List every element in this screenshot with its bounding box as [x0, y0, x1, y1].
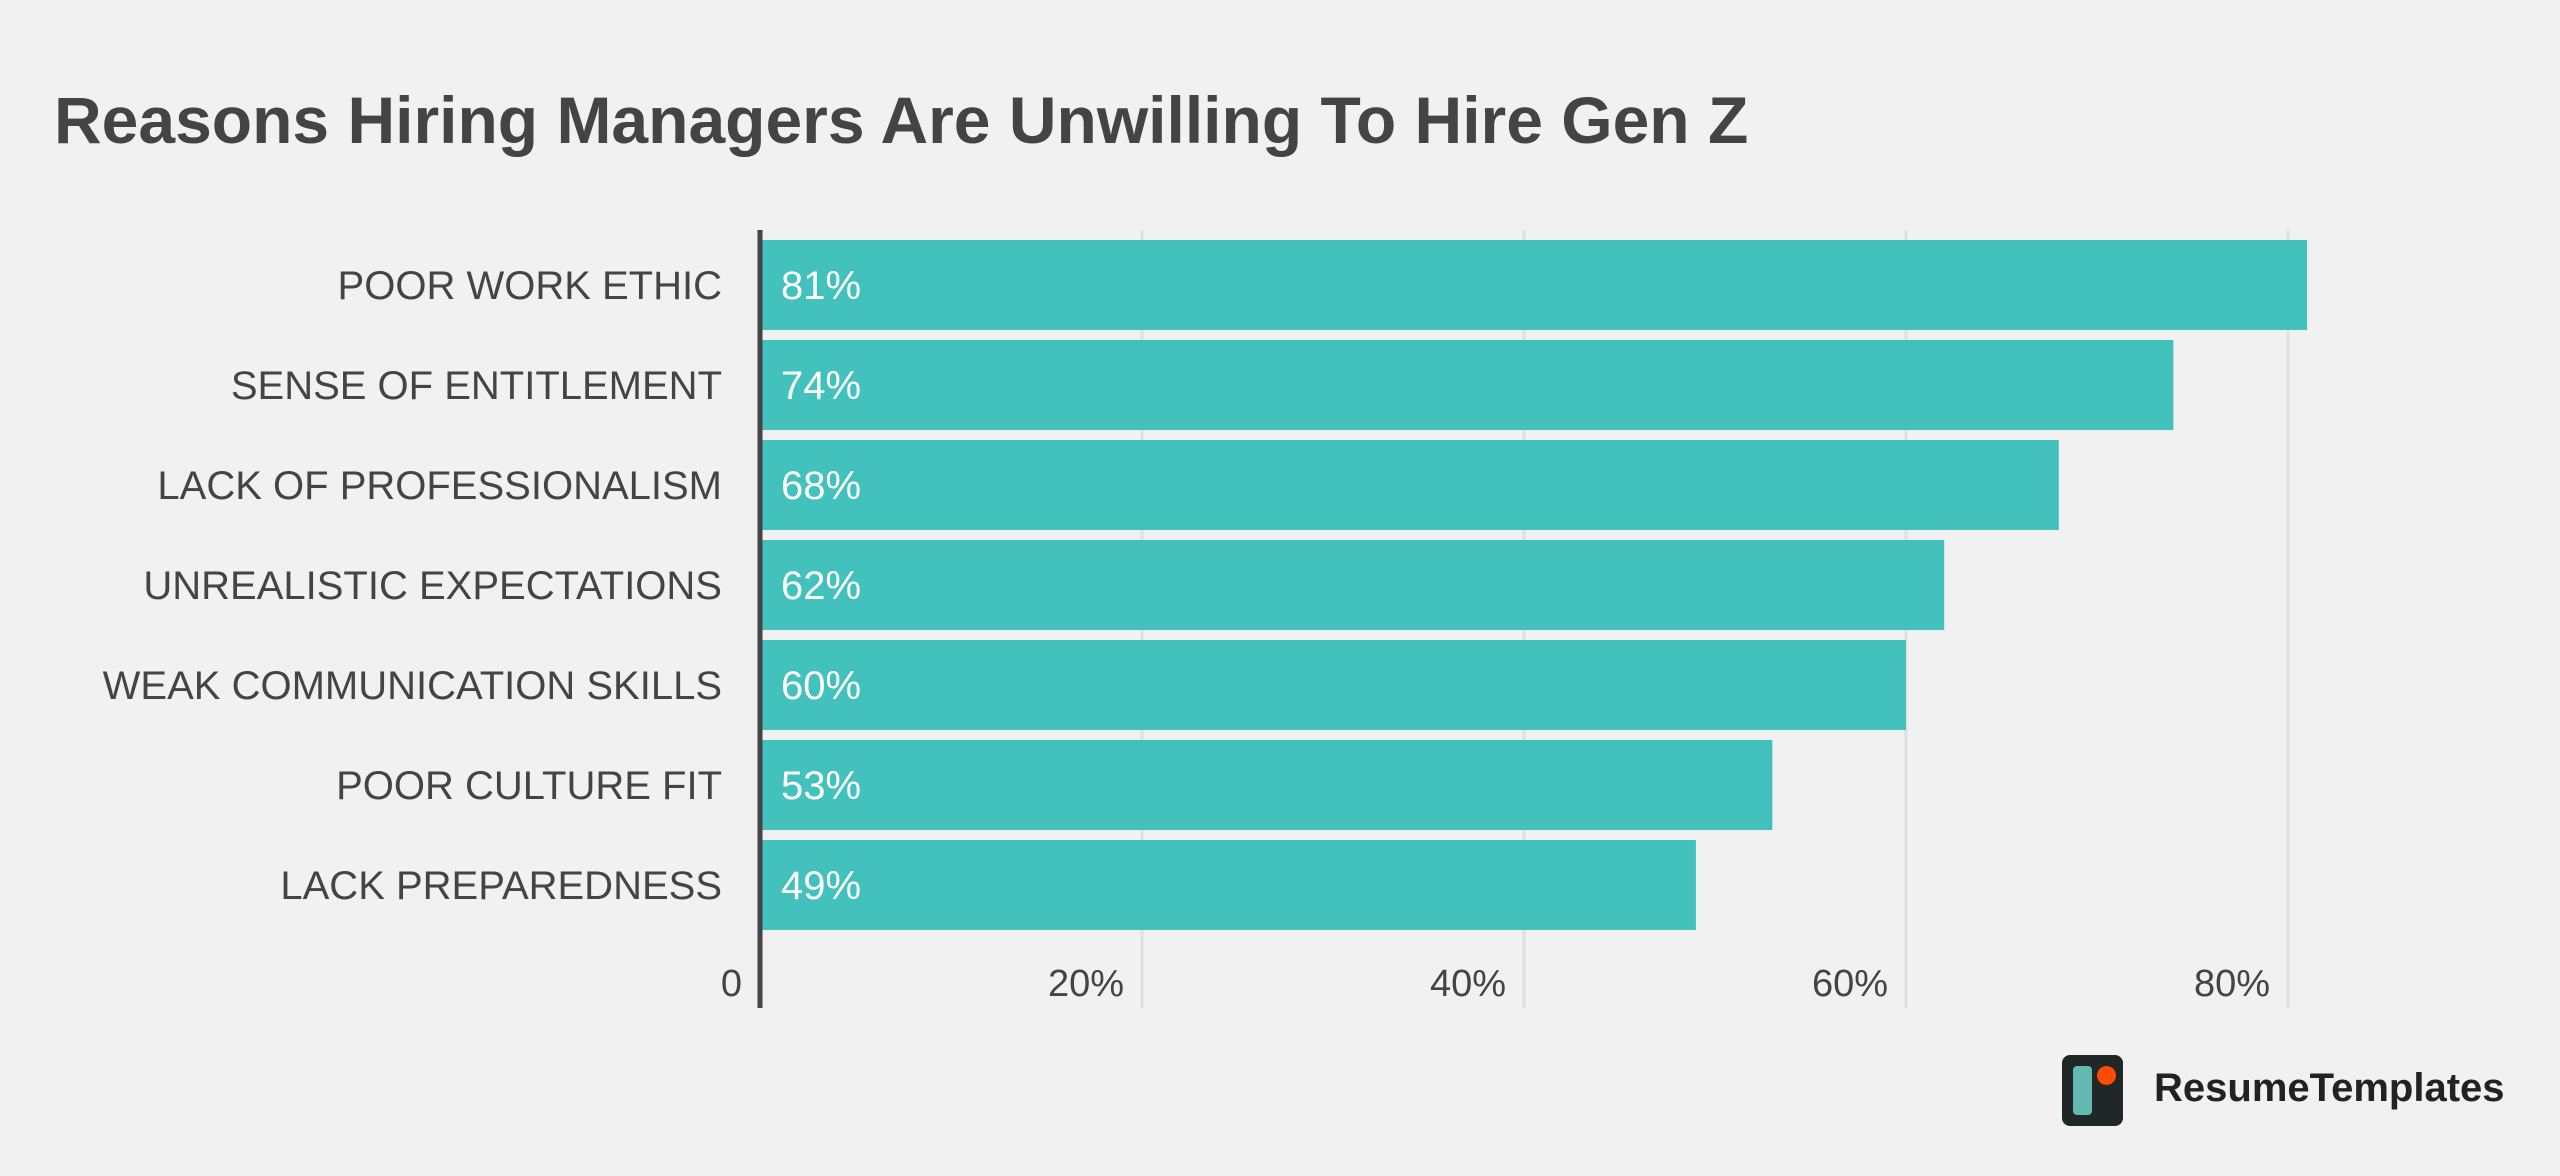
category-label: UNREALISTIC EXPECTATIONS — [143, 564, 722, 608]
category-label: WEAK COMMUNICATION SKILLS — [103, 664, 722, 708]
chart-title: Reasons Hiring Managers Are Unwilling To… — [54, 83, 1749, 157]
data-label: 74% — [781, 364, 861, 408]
data-label: 68% — [781, 464, 861, 508]
category-label: POOR CULTURE FIT — [336, 764, 722, 808]
category-label: LACK PREPAREDNESS — [280, 864, 722, 908]
bar — [760, 340, 2174, 430]
data-label: 60% — [781, 664, 861, 708]
x-tick-label: 0 — [721, 963, 742, 1005]
bar — [760, 740, 1773, 830]
x-tick-label: 40% — [1430, 963, 1506, 1005]
bar — [760, 540, 1945, 630]
brand-name: ResumeTemplates — [2154, 1066, 2505, 1110]
category-label: POOR WORK ETHIC — [338, 264, 722, 308]
bar — [760, 640, 1906, 730]
data-label: 81% — [781, 264, 861, 308]
data-label: 62% — [781, 564, 861, 608]
bar — [760, 240, 2308, 330]
bar — [760, 840, 1696, 930]
category-label: SENSE OF ENTITLEMENT — [231, 364, 722, 408]
data-label: 49% — [781, 864, 861, 908]
data-label: 53% — [781, 764, 861, 808]
bar — [760, 440, 2059, 530]
x-tick-label: 80% — [2194, 963, 2270, 1005]
x-tick-label: 60% — [1812, 963, 1888, 1005]
x-tick-label: 20% — [1048, 963, 1124, 1005]
category-label: LACK OF PROFESSIONALISM — [157, 464, 722, 508]
resumetemplates-logo — [2062, 1055, 2123, 1126]
